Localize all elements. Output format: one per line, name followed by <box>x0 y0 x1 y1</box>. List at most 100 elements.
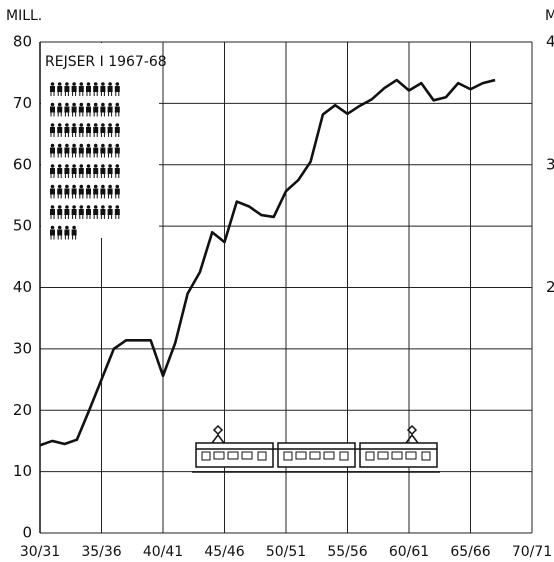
person-legs <box>115 174 120 178</box>
person-legs <box>93 92 98 96</box>
person-head <box>65 82 69 86</box>
y-axis-label: MILL. <box>6 8 42 24</box>
person-legs <box>72 215 77 219</box>
person-legs <box>57 133 62 137</box>
person-body <box>114 209 120 215</box>
person-body <box>57 127 63 133</box>
person-head <box>115 143 120 148</box>
x-tick-label: 35/36 <box>81 544 121 560</box>
pictogram <box>50 82 120 240</box>
person-legs <box>72 92 77 96</box>
x-tick-label: 45/46 <box>204 544 244 560</box>
person-body <box>100 106 106 113</box>
person-head <box>101 184 105 189</box>
person-legs <box>108 133 113 137</box>
person-head <box>50 164 55 168</box>
person-legs <box>86 92 91 96</box>
person-legs <box>50 112 55 117</box>
person-body <box>86 147 91 154</box>
person-head <box>65 123 69 127</box>
person-head <box>86 102 91 107</box>
x-tick-label: 70/71 <box>512 544 552 560</box>
y-tick-label: 20 <box>13 401 32 419</box>
person-legs <box>108 92 113 96</box>
chart-title: REJSER I 1967-68 <box>45 54 167 70</box>
y2-tick-label: 2 <box>546 278 554 296</box>
person-legs <box>50 235 55 240</box>
person-body <box>71 209 77 215</box>
person-head <box>101 143 105 148</box>
person-legs <box>64 194 69 199</box>
person-body <box>78 106 84 113</box>
person-body <box>50 127 55 133</box>
person-legs <box>100 215 105 219</box>
person-legs <box>79 174 84 178</box>
person-legs <box>57 194 62 199</box>
person-body <box>93 127 99 133</box>
person-body <box>57 209 63 215</box>
person-head <box>50 225 55 230</box>
person-head <box>50 143 55 148</box>
person-head <box>101 82 105 86</box>
person-head <box>50 102 55 107</box>
person-legs <box>100 174 105 178</box>
person-head <box>57 123 62 127</box>
person-body <box>100 209 106 215</box>
person-head <box>108 205 112 209</box>
person-body <box>93 86 99 92</box>
person-head <box>79 184 84 189</box>
person-legs <box>86 153 91 158</box>
person-head <box>65 184 69 189</box>
x-tick-label: 30/31 <box>20 544 60 560</box>
person-body <box>64 127 70 133</box>
person-legs <box>93 133 98 137</box>
person-head <box>86 205 91 209</box>
person-body <box>114 147 120 154</box>
person-legs <box>100 133 105 137</box>
person-legs <box>100 194 105 199</box>
person-body <box>50 168 55 174</box>
person-head <box>50 184 55 189</box>
x-tick-label: 50/51 <box>266 544 306 560</box>
person-head <box>86 143 91 148</box>
person-legs <box>50 174 55 178</box>
person-legs <box>64 174 69 178</box>
person-body <box>100 127 106 133</box>
train <box>192 424 440 473</box>
person-body <box>100 86 106 92</box>
person-head <box>57 225 62 230</box>
person-body <box>64 106 70 113</box>
person-body <box>107 188 113 195</box>
x-tick-label: 55/56 <box>327 544 367 560</box>
person-legs <box>115 133 120 137</box>
person-head <box>50 205 55 209</box>
person-body <box>93 106 99 113</box>
person-legs <box>115 112 120 117</box>
person-body <box>86 209 91 215</box>
person-body <box>64 229 70 236</box>
person-body <box>114 127 120 133</box>
person-legs <box>50 92 55 96</box>
y-tick-label: 80 <box>13 33 32 51</box>
person-legs <box>86 174 91 178</box>
person-legs <box>64 133 69 137</box>
person-legs <box>108 153 113 158</box>
person-legs <box>79 194 84 199</box>
person-body <box>86 106 91 113</box>
person-head <box>79 205 84 209</box>
person-legs <box>108 174 113 178</box>
person-legs <box>57 235 62 240</box>
person-head <box>79 123 84 127</box>
y-tick-label: 0 <box>22 524 32 542</box>
person-head <box>65 164 69 168</box>
person-body <box>100 188 106 195</box>
person-legs <box>93 112 98 117</box>
x-tick-label: 60/61 <box>389 544 429 560</box>
person-legs <box>115 92 120 96</box>
person-body <box>78 147 84 154</box>
person-body <box>114 106 120 113</box>
person-head <box>101 102 105 107</box>
person-body <box>107 86 113 92</box>
person-body <box>57 86 63 92</box>
